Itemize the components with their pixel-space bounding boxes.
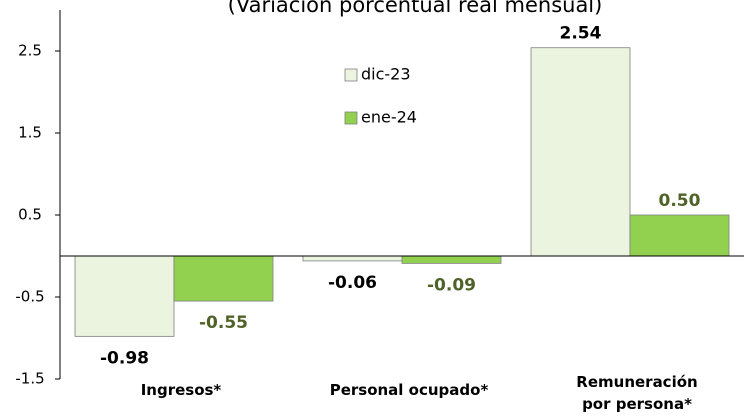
y-tick-label: 2.5 — [18, 42, 42, 60]
x-tick-label: Personal ocupado* — [329, 381, 489, 399]
x-tick-label: Ingresos* — [140, 381, 222, 399]
bar — [530, 47, 631, 257]
bar — [401, 255, 502, 264]
y-tick-label: 0.5 — [18, 206, 42, 224]
chart-subtitle: (Variación porcentual real mensual) — [228, 0, 603, 17]
bar — [74, 255, 175, 337]
legend-label: ene-24 — [361, 108, 417, 127]
legend-label: dic-23 — [361, 65, 411, 84]
value-label: -0.55 — [199, 313, 248, 333]
value-label: -0.98 — [100, 348, 149, 368]
value-label: 0.50 — [659, 191, 701, 211]
value-label: -0.06 — [328, 273, 377, 293]
bar — [302, 255, 403, 262]
y-tick-label: -0.5 — [15, 288, 44, 306]
bar — [629, 214, 730, 257]
legend-swatch — [344, 111, 358, 125]
value-label: -0.09 — [427, 275, 476, 295]
legend-swatch — [344, 68, 358, 82]
value-label: 2.54 — [560, 24, 602, 44]
y-tick-label: 1.5 — [18, 124, 42, 142]
y-tick-label: -1.5 — [15, 370, 44, 388]
x-tick-label: Remuneración por persona* — [576, 373, 698, 413]
bar — [173, 255, 274, 302]
